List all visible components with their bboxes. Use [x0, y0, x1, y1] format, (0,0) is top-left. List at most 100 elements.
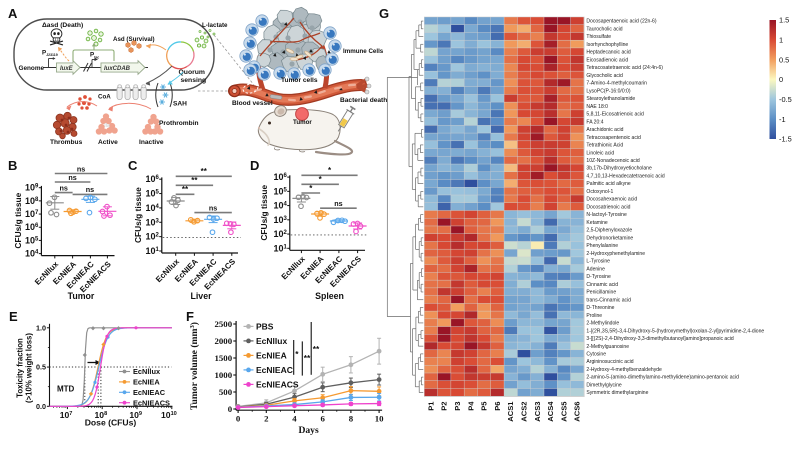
- svg-text:2-Methylindole: 2-Methylindole: [586, 321, 619, 327]
- svg-text:Inactive: Inactive: [139, 139, 164, 146]
- svg-text:E: E: [9, 309, 18, 324]
- svg-text:0: 0: [228, 404, 233, 414]
- svg-text:MTD: MTD: [57, 385, 75, 394]
- svg-text:Glycocholic acid: Glycocholic acid: [586, 73, 623, 79]
- svg-text:1.5: 1.5: [779, 16, 789, 25]
- svg-text:ACS2: ACS2: [519, 401, 528, 421]
- svg-text:A: A: [8, 6, 18, 21]
- svg-text:EcNIEAC: EcNIEAC: [256, 365, 293, 375]
- svg-text:EcNllux: EcNllux: [256, 336, 287, 346]
- svg-text:CFUs/g tissue: CFUs/g tissue: [13, 192, 23, 248]
- svg-text:tac: tac: [94, 55, 99, 59]
- svg-text:ns: ns: [68, 173, 76, 182]
- svg-text:Liver: Liver: [190, 291, 212, 301]
- svg-text:2-Hydroxy-4-methylbenzaldehyde: 2-Hydroxy-4-methylbenzaldehyde: [586, 367, 662, 373]
- svg-text:Tumor volume (mm3): Tumor volume (mm3): [189, 322, 200, 410]
- svg-text:107: 107: [25, 209, 39, 219]
- svg-text:EcNllux: EcNllux: [133, 367, 161, 376]
- svg-text:D: D: [250, 158, 259, 173]
- svg-text:D-Tyrosine: D-Tyrosine: [586, 274, 611, 280]
- svg-text:Prothrombin: Prothrombin: [159, 120, 199, 127]
- svg-text:106: 106: [273, 172, 287, 182]
- svg-text:Isorhynchophylline: Isorhynchophylline: [586, 42, 628, 48]
- svg-text:Octoxynol-1: Octoxynol-1: [586, 189, 613, 195]
- svg-text:2-amino-5-(amino-dimethylamino: 2-amino-5-(amino-dimethylamino-methylide…: [586, 375, 739, 381]
- svg-text:104: 104: [273, 201, 287, 211]
- svg-text:ACS4: ACS4: [546, 401, 555, 422]
- svg-text:0: 0: [779, 75, 783, 84]
- svg-text:D-Threonine: D-Threonine: [586, 305, 614, 311]
- svg-text:N-lactoyl-Tyrosine: N-lactoyl-Tyrosine: [586, 212, 627, 218]
- svg-text:Δasd (Death): Δasd (Death): [42, 22, 83, 29]
- svg-text:109: 109: [129, 410, 142, 420]
- svg-text:500: 500: [219, 387, 233, 397]
- svg-text:1010: 1010: [161, 410, 177, 420]
- svg-text:FA 20:4: FA 20:4: [586, 119, 603, 125]
- svg-text:2-Methylguanosine: 2-Methylguanosine: [586, 344, 629, 350]
- svg-text:2: 2: [264, 414, 269, 424]
- svg-text:Tumor cells: Tumor cells: [281, 77, 318, 84]
- svg-text:2500: 2500: [215, 319, 233, 329]
- svg-text:Tetracosapentenoic acid: Tetracosapentenoic acid: [586, 135, 641, 141]
- svg-text:105: 105: [273, 186, 287, 196]
- svg-text:1.0: 1.0: [36, 323, 46, 332]
- svg-text:Heptadecanoic acid: Heptadecanoic acid: [586, 50, 631, 56]
- svg-text:(>10% weight loss): (>10% weight loss): [25, 333, 34, 403]
- svg-text:P5: P5: [480, 401, 489, 411]
- svg-text:ns: ns: [334, 199, 342, 208]
- svg-text:Cytosine: Cytosine: [586, 351, 606, 357]
- svg-text:4: 4: [292, 414, 297, 424]
- svg-text:3b,17b-Dihydroxyetiocholane: 3b,17b-Dihydroxyetiocholane: [586, 166, 652, 172]
- svg-text:Tumor: Tumor: [68, 291, 95, 301]
- svg-text:Bacterial death: Bacterial death: [340, 97, 387, 104]
- svg-text:Docosahexaenoic acid: Docosahexaenoic acid: [586, 197, 637, 203]
- svg-text:ACS1: ACS1: [506, 401, 515, 422]
- svg-text:*: *: [295, 349, 299, 359]
- svg-text:*: *: [309, 184, 313, 193]
- svg-text:Active: Active: [98, 139, 118, 146]
- svg-text:LysoPC(P-16:0/0:0): LysoPC(P-16:0/0:0): [586, 88, 630, 94]
- svg-text:Docosapentaenoic acid (22n-6): Docosapentaenoic acid (22n-6): [586, 19, 656, 25]
- svg-text:Ketamine: Ketamine: [586, 220, 608, 226]
- svg-text:Palmitic acid alkyne: Palmitic acid alkyne: [586, 181, 631, 187]
- svg-text:Symmetric dimethylarginine: Symmetric dimethylarginine: [586, 390, 648, 396]
- svg-text:Genome: Genome: [19, 65, 45, 72]
- svg-text:Argininosuccinic acid: Argininosuccinic acid: [586, 359, 633, 365]
- svg-text:Toxicity fraction: Toxicity fraction: [16, 338, 25, 398]
- svg-text:Tumor: Tumor: [293, 119, 312, 126]
- svg-text:Days: Days: [298, 425, 319, 436]
- svg-text:101: 101: [273, 243, 287, 253]
- svg-text:-1.5: -1.5: [779, 135, 792, 144]
- svg-text:P1: P1: [426, 401, 435, 411]
- svg-text:Taurocholic acid: Taurocholic acid: [586, 26, 622, 32]
- svg-text:F: F: [186, 309, 194, 324]
- svg-text:**: **: [182, 185, 189, 194]
- svg-text:Dimethylglycine: Dimethylglycine: [586, 382, 622, 388]
- svg-text:0.5: 0.5: [36, 363, 46, 372]
- svg-text:Dose (CFUs): Dose (CFUs): [85, 418, 137, 428]
- svg-text:106: 106: [145, 174, 159, 184]
- svg-text:Quorum: Quorum: [179, 69, 205, 76]
- svg-text:104: 104: [25, 249, 39, 259]
- svg-text:2,5-Diphenyloxazole: 2,5-Diphenyloxazole: [586, 228, 632, 234]
- svg-text:3-[[(2S)-2,4-Dihydroxy-3,3-dim: 3-[[(2S)-2,4-Dihydroxy-3,3-dimethylbutan…: [586, 336, 733, 342]
- svg-text:7-Amino-4-methylcoumarin: 7-Amino-4-methylcoumarin: [586, 81, 647, 87]
- svg-text:Phenylalanine: Phenylalanine: [586, 243, 618, 249]
- svg-text:PBS: PBS: [256, 321, 274, 331]
- svg-text:P3: P3: [453, 401, 462, 410]
- svg-text:G: G: [379, 6, 389, 21]
- svg-text:105: 105: [145, 189, 159, 199]
- svg-text:102: 102: [273, 229, 287, 239]
- svg-text:ACS6: ACS6: [573, 401, 582, 421]
- svg-text:EcNIEA: EcNIEA: [256, 350, 287, 360]
- svg-text:J23119: J23119: [46, 53, 58, 57]
- svg-text:P2: P2: [440, 401, 449, 410]
- svg-text:1500: 1500: [215, 353, 233, 363]
- svg-text:Stearoylethanolamide: Stearoylethanolamide: [586, 96, 635, 102]
- svg-text:102: 102: [145, 232, 159, 242]
- svg-text:Penicillamine: Penicillamine: [586, 290, 616, 296]
- svg-text:Adenine: Adenine: [586, 266, 605, 272]
- svg-text:6: 6: [320, 414, 325, 424]
- svg-text:**: **: [313, 344, 320, 354]
- svg-text:*: *: [319, 175, 323, 184]
